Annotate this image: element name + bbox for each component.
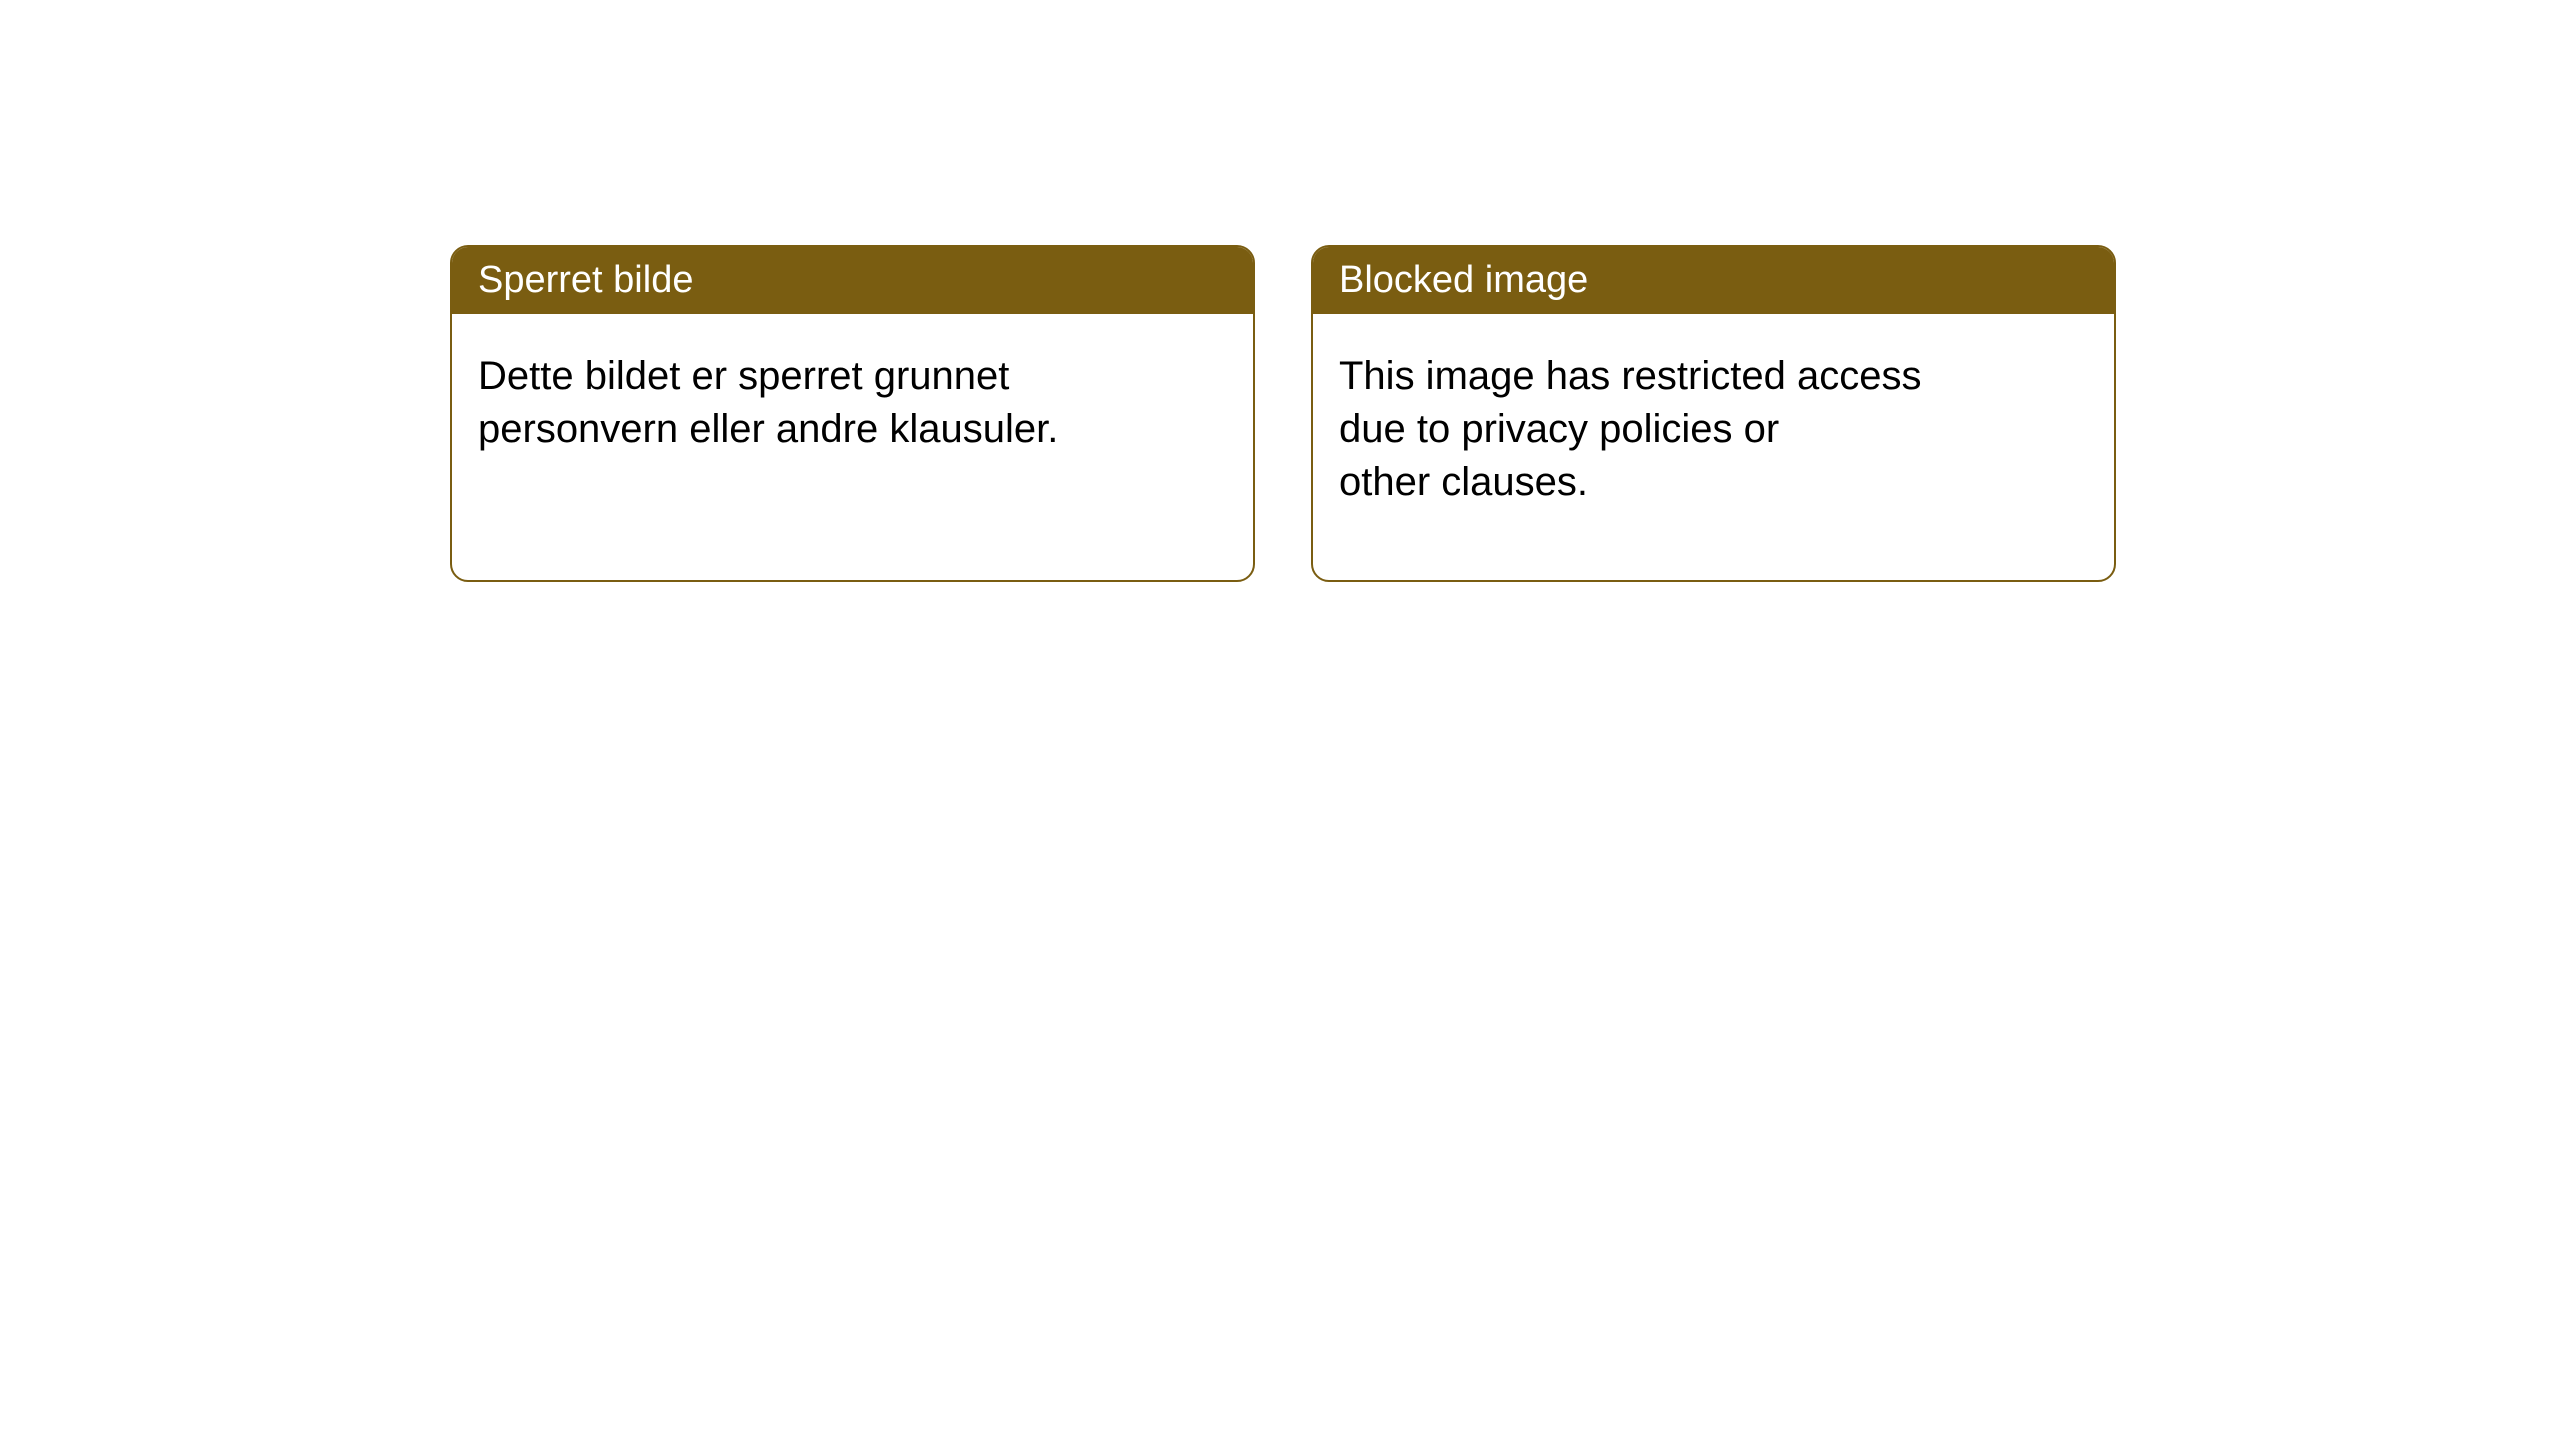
card-title: Sperret bilde bbox=[478, 259, 693, 301]
card-header-norwegian: Sperret bilde bbox=[452, 247, 1253, 314]
blocked-image-card-english: Blocked image This image has restricted … bbox=[1311, 245, 2116, 582]
blocked-image-card-norwegian: Sperret bilde Dette bildet er sperret gr… bbox=[450, 245, 1255, 582]
card-body-text: This image has restricted access due to … bbox=[1339, 354, 1921, 504]
notice-cards-container: Sperret bilde Dette bildet er sperret gr… bbox=[0, 0, 2560, 582]
card-header-english: Blocked image bbox=[1313, 247, 2114, 314]
card-body-english: This image has restricted access due to … bbox=[1313, 314, 2013, 544]
card-title: Blocked image bbox=[1339, 259, 1588, 301]
card-body-norwegian: Dette bildet er sperret grunnet personve… bbox=[452, 314, 1152, 492]
card-body-text: Dette bildet er sperret grunnet personve… bbox=[478, 354, 1058, 451]
